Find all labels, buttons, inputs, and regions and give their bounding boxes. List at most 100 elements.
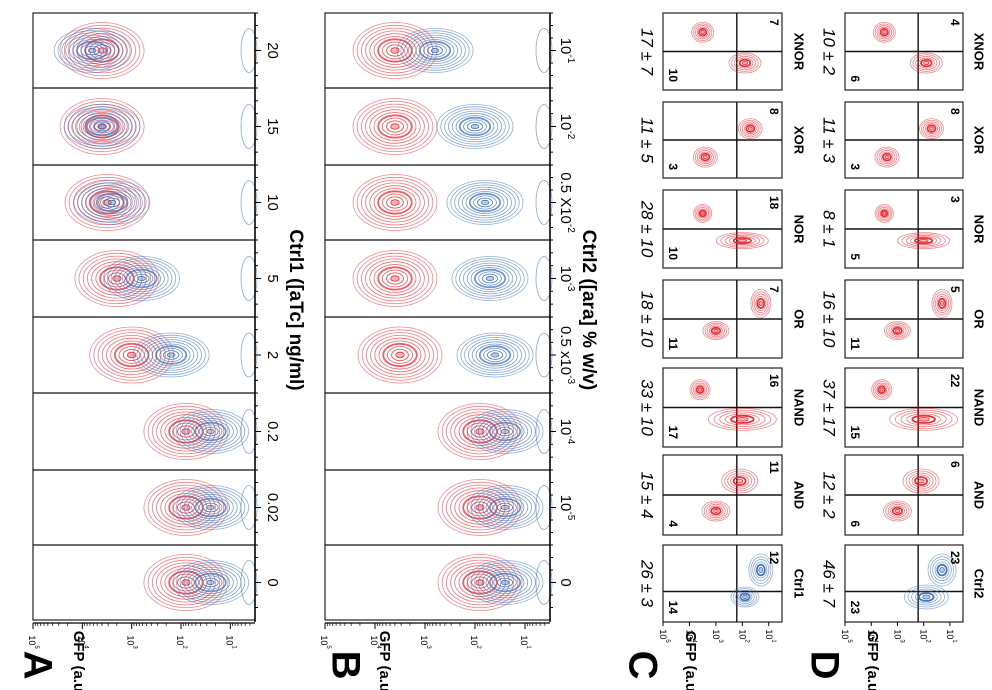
quadrant-percent-high: 10 — [666, 247, 680, 261]
quadrant-percent-low: 6 — [948, 461, 962, 468]
red-population-contour — [356, 252, 434, 305]
blue-population-contour — [739, 592, 751, 602]
gate-name-label: NOR — [792, 215, 807, 245]
gfp-tick-label: 103 — [125, 635, 138, 649]
quadrant-percent-low: 5 — [948, 286, 962, 293]
blue-population-contour — [466, 264, 514, 293]
red-population-contour — [917, 57, 935, 69]
quadrant-percent-high: 6 — [848, 520, 862, 527]
red-population-contour — [911, 414, 936, 424]
blue-population-contour — [462, 262, 517, 295]
red-population-contour — [72, 30, 132, 71]
gate-name-label: AND — [792, 481, 807, 509]
red-population-contour — [97, 332, 166, 378]
blue-population-contour — [411, 36, 459, 65]
condition-plot — [32, 316, 261, 394]
blue-population-contour — [206, 504, 215, 511]
red-population-contour — [885, 502, 910, 520]
gate-plot-ctrl1: 14 12 — [662, 544, 783, 623]
condition-axis-title: Ctrl1 ([aTc] ng/ml) — [285, 229, 306, 390]
blue-population-contour — [57, 30, 127, 71]
red-population-contour — [89, 326, 175, 384]
blue-population-contour — [75, 110, 130, 143]
red-population-contour — [884, 155, 890, 160]
red-population-contour — [738, 58, 752, 68]
condition-plot — [32, 87, 261, 166]
blue-population-contour — [758, 566, 764, 574]
blue-population-contour — [396, 28, 474, 73]
red-population-contour — [884, 321, 911, 341]
blue-population-contour — [465, 191, 505, 214]
blue-population-contour — [118, 264, 165, 293]
red-population-contour — [912, 54, 941, 72]
red-population-contour — [876, 384, 888, 396]
red-population-contour — [365, 332, 434, 378]
red-population-contour — [906, 413, 942, 426]
gate-plot-xor: 38 — [844, 101, 964, 179]
gfp-tick-label: 101 — [945, 629, 958, 643]
red-population-contour — [752, 291, 770, 316]
blue-population-contour — [440, 106, 510, 147]
blue-population-contour — [918, 592, 935, 602]
gate-name-label: OR — [792, 309, 807, 329]
red-population-contour — [391, 348, 409, 361]
blue-population-contour — [488, 497, 522, 518]
red-population-contour — [702, 155, 708, 160]
blue-population-contour — [485, 496, 525, 519]
gfp-tick-label: 103 — [892, 629, 905, 643]
blue-population-contour — [478, 271, 502, 286]
red-population-contour — [59, 98, 145, 155]
red-population-contour — [357, 326, 443, 384]
gfp-tick-label: 102 — [737, 629, 750, 643]
red-population-contour — [915, 55, 938, 71]
red-population-contour — [755, 295, 767, 311]
blue-population-contour — [939, 566, 945, 574]
red-population-contour — [730, 474, 750, 488]
red-population-contour — [370, 334, 430, 375]
red-population-contour — [732, 237, 752, 245]
red-population-contour — [702, 321, 730, 341]
red-population-contour — [908, 472, 934, 490]
red-population-contour — [704, 322, 728, 339]
red-population-contour — [352, 250, 438, 307]
red-population-contour — [78, 252, 156, 305]
blue-population-contour — [206, 579, 215, 586]
blue-population-contour — [730, 586, 760, 608]
blue-population-contour — [206, 428, 215, 435]
gfp-tick-label: 101 — [519, 635, 532, 649]
blue-population-contour — [451, 112, 499, 141]
blue-population-contour — [176, 487, 246, 528]
red-population-contour — [758, 300, 763, 307]
blue-population-contour — [485, 420, 525, 443]
condition-tick-label: 5 — [264, 274, 281, 282]
blue-population-contour — [927, 553, 957, 587]
red-population-contour — [720, 233, 765, 248]
red-population-contour — [919, 118, 944, 140]
blue-population-contour — [474, 413, 536, 450]
gfp-axis-title: GFP (a.u.) — [864, 631, 881, 690]
blue-population-contour — [480, 199, 490, 206]
red-population-contour — [151, 408, 220, 455]
red-population-contour — [172, 498, 199, 517]
blue-population-contour — [457, 186, 512, 219]
red-population-contour — [715, 232, 769, 250]
blue-population-contour — [488, 421, 522, 442]
condition-tick-label: 0.5 x10-3 — [557, 326, 576, 385]
blue-population-contour — [183, 566, 238, 599]
red-population-contour — [390, 199, 400, 206]
gate-statistic: 12 ± 2 — [820, 471, 839, 519]
blue-population-contour — [71, 108, 133, 145]
red-population-contour — [68, 27, 137, 74]
red-population-contour — [382, 342, 418, 368]
red-population-contour — [377, 114, 413, 139]
red-population-contour — [878, 150, 896, 165]
blue-population-contour — [485, 571, 525, 594]
gfp-axis-title: GFP (a.u.) — [682, 631, 699, 690]
red-population-contour — [905, 470, 937, 492]
red-population-contour — [901, 233, 946, 248]
gate-plot-and: 4 11 — [662, 454, 783, 536]
blue-population-contour — [468, 192, 502, 213]
red-population-contour — [147, 405, 225, 458]
gate-statistic: 33 ± 10 — [638, 379, 657, 436]
red-population-contour — [747, 126, 753, 131]
